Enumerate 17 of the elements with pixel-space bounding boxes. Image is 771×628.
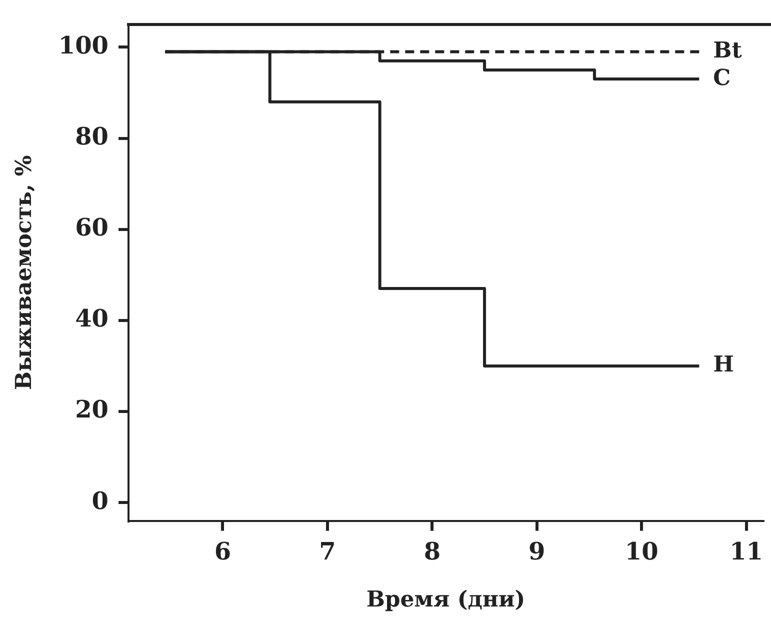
y-tick-label: 100 (58, 30, 108, 60)
x-tick-label: 11 (730, 536, 764, 566)
y-axis-title: Выживаемость, % (10, 155, 37, 390)
y-tick-label: 80 (75, 121, 108, 150)
series-label: Bt (713, 37, 743, 64)
x-tick-label: 10 (624, 536, 658, 566)
series-label: C (713, 64, 731, 91)
x-axis-title: Время (дни) (366, 586, 526, 613)
x-tick-label: 6 (214, 536, 232, 566)
y-tick-label: 20 (75, 394, 108, 424)
x-tick-label: 7 (319, 536, 336, 566)
x-tick-label: 9 (528, 536, 546, 566)
series-label: H (713, 352, 734, 378)
y-tick-label: 60 (75, 212, 108, 242)
y-tick-label: 0 (92, 486, 108, 515)
y-tick-label: 40 (75, 304, 108, 333)
x-tick-label: 8 (424, 536, 441, 566)
